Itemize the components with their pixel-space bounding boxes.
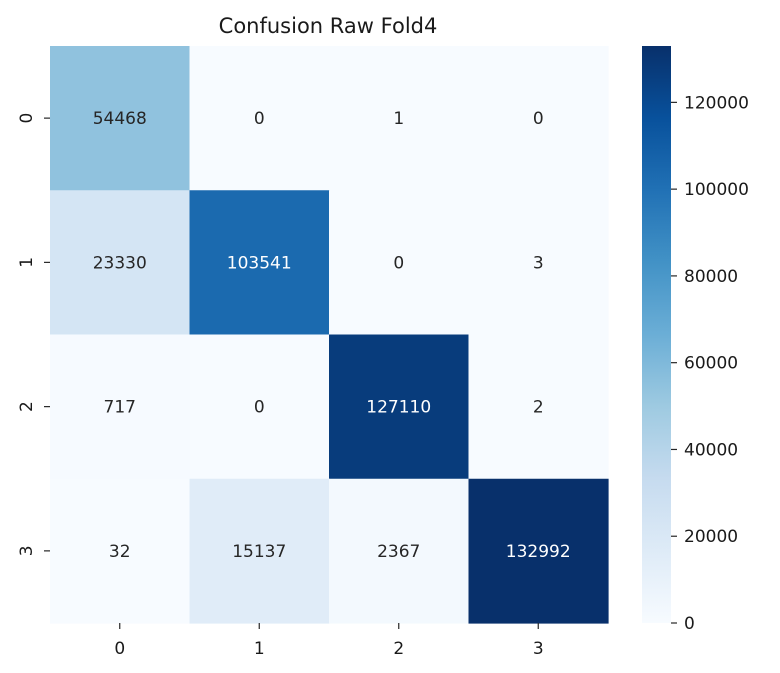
chart-title: Confusion Raw Fold4 — [219, 14, 438, 38]
x-tick-label-2: 2 — [393, 639, 404, 659]
x-tick-label-0: 0 — [114, 639, 125, 659]
heatmap-cell-r3-c3 — [468, 478, 609, 624]
colorbar-tick-label-3: 60000 — [684, 354, 738, 374]
heatmap-cell-r3-c1 — [189, 478, 330, 624]
colorbar-tick-label-1: 20000 — [684, 527, 738, 547]
y-tick-label-1: 1 — [17, 257, 37, 268]
heatmap-cell-r0-c2 — [329, 46, 470, 191]
colorbar-tick-label-5: 100000 — [684, 180, 749, 200]
heatmap-cell-r0-c3 — [468, 46, 609, 191]
cell-label-r0-c1: 0 — [254, 109, 265, 129]
heatmap-cell-r1-c3 — [468, 190, 609, 336]
heatmap-cell-r0-c0 — [50, 46, 191, 191]
cell-label-r0-c3: 0 — [533, 109, 544, 129]
y-tick-label-0: 0 — [17, 113, 37, 124]
y-tick-label-2: 2 — [17, 401, 37, 412]
y-axis-ticks: 0 1 2 3 — [17, 113, 50, 556]
cell-label-r2-c3: 2 — [533, 398, 544, 418]
colorbar-tick-label-0: 0 — [684, 614, 695, 634]
cell-label-r3-c2: 2367 — [377, 542, 420, 562]
heatmap-cell-r1-c2 — [329, 190, 470, 336]
cell-label-r0-c0: 54468 — [93, 109, 147, 129]
cell-label-r1-c3: 3 — [533, 253, 544, 273]
heatmap-cell-r1-c0 — [50, 190, 191, 336]
x-axis-ticks: 0 1 2 3 — [114, 623, 544, 659]
cell-label-r2-c2: 127110 — [366, 398, 431, 418]
heatmap-cell-r2-c0 — [50, 334, 191, 480]
x-tick-label-3: 3 — [533, 639, 544, 659]
colorbar-tick-label-6: 120000 — [684, 93, 749, 113]
heatmap-cell-r2-c3 — [468, 334, 609, 480]
heatmap-cell-r3-c2 — [329, 478, 470, 624]
heatmap-cell-r2-c1 — [189, 334, 330, 480]
heatmap-cells — [50, 46, 609, 624]
cell-label-r2-c1: 0 — [254, 398, 265, 418]
cell-label-r0-c2: 1 — [393, 109, 404, 129]
cell-label-r1-c2: 0 — [393, 253, 404, 273]
cell-label-r3-c3: 132992 — [506, 542, 571, 562]
colorbar-tick-label-2: 40000 — [684, 440, 738, 460]
cell-label-r1-c0: 23330 — [93, 253, 147, 273]
cell-label-r1-c1: 103541 — [227, 253, 292, 273]
heatmap-cell-r2-c2 — [329, 334, 470, 480]
y-tick-label-3: 3 — [17, 545, 37, 556]
heatmap-cell-r1-c1 — [189, 190, 330, 336]
colorbar — [642, 46, 671, 623]
heatmap-cell-r3-c0 — [50, 478, 191, 624]
x-tick-label-1: 1 — [254, 639, 265, 659]
cell-label-r3-c0: 32 — [109, 542, 131, 562]
cell-label-r2-c0: 717 — [104, 398, 136, 418]
cell-label-r3-c1: 15137 — [232, 542, 286, 562]
colorbar-tick-label-4: 80000 — [684, 267, 738, 287]
colorbar-ticks: 0 20000 40000 60000 80000 100000 120000 — [671, 93, 749, 634]
heatmap-cell-labels: 54468 0 1 0 23330 103541 0 3 717 0 127110 2 32 15137 2… — [93, 109, 571, 562]
heatmap-cell-r0-c1 — [189, 46, 330, 191]
